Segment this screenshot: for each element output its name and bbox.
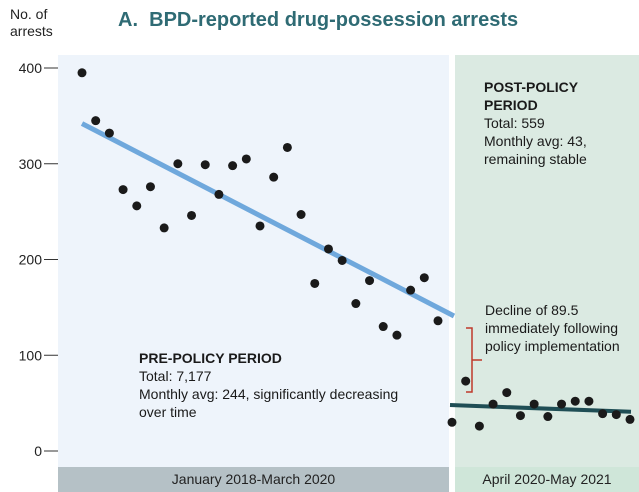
y-tick-label-200: 200 [19,252,43,268]
post-policy-point-12 [598,409,608,419]
chart-title: A. BPD-reported drug-possession arrests [118,9,518,32]
post-policy-point-6 [515,411,525,421]
pre-policy-point-24 [392,330,402,340]
pre-policy-point-26 [419,273,429,283]
post-period-bar: April 2020-May 2021 [455,467,639,492]
pre-policy-point-23 [378,322,388,332]
pre-policy-point-9 [187,210,197,220]
post-policy-point-4 [488,399,498,409]
pre-policy-point-11 [214,189,224,199]
y-axis-label-line2: arrests [10,23,53,39]
pre-policy-annotation: PRE-POLICY PERIOD Total: 7,177 Monthly a… [139,349,419,421]
y-tick-label-100: 100 [19,347,43,363]
post-policy-point-7 [529,399,539,409]
pre-policy-total: Total: 7,177 [139,368,212,384]
pre-policy-point-17 [296,209,306,219]
pre-policy-heading: PRE-POLICY PERIOD [139,350,282,366]
pre-policy-point-22 [365,276,375,286]
panel-letter: A. [118,9,138,31]
post-policy-point-9 [557,399,567,409]
pre-policy-point-20 [337,255,347,265]
pre-policy-point-10 [200,160,210,170]
pre-policy-point-14 [255,221,265,231]
pre-policy-point-7 [159,223,169,233]
post-policy-heading: POST-POLICY PERIOD [484,79,578,113]
post-policy-background [455,55,639,467]
pre-policy-trend-line [80,121,456,319]
pre-policy-point-15 [269,172,279,182]
pre-policy-point-1 [77,68,87,78]
y-axis-label: No. of arrests [10,6,53,40]
post-policy-point-13 [611,410,621,420]
post-policy-point-2 [461,376,471,386]
post-policy-point-8 [543,412,553,422]
post-policy-point-14 [625,414,635,424]
pre-policy-point-25 [406,285,416,295]
pre-policy-point-18 [310,278,320,288]
post-policy-annotation: POST-POLICY PERIOD Total: 559 Monthly av… [484,78,634,168]
post-policy-point-5 [502,388,512,398]
post-policy-point-1 [447,417,457,427]
y-axis-label-line1: No. of [10,6,48,22]
pre-policy-point-21 [351,299,361,309]
decline-bracket [466,327,482,393]
pre-policy-background [58,55,449,467]
pre-policy-point-3 [104,128,114,138]
pre-policy-point-13 [241,154,251,164]
y-tick-label-300: 300 [19,156,43,172]
post-policy-average: Monthly avg: 43, remaining stable [484,133,587,167]
pre-policy-point-8 [173,159,183,169]
pre-policy-point-5 [132,201,142,211]
chart-title-text: BPD-reported drug-possession arrests [149,9,519,31]
post-policy-total: Total: 559 [484,115,545,131]
post-policy-point-11 [584,396,594,406]
pre-policy-point-19 [323,244,333,254]
pre-period-bar: January 2018-March 2020 [58,467,449,492]
y-tick-label-400: 400 [19,60,43,76]
pre-policy-point-12 [228,161,238,171]
y-tick-label-0: 0 [34,443,42,459]
decline-annotation: Decline of 89.5 immediately following po… [485,302,620,354]
pre-policy-point-16 [282,142,292,152]
pre-policy-point-2 [91,116,101,126]
pre-policy-point-4 [118,185,128,195]
pre-policy-average: Monthly avg: 244, significantly decreasi… [139,386,399,420]
post-policy-point-10 [570,396,580,406]
pre-policy-point-6 [145,182,155,192]
post-policy-point-3 [474,421,484,431]
pre-policy-point-27 [433,316,443,326]
